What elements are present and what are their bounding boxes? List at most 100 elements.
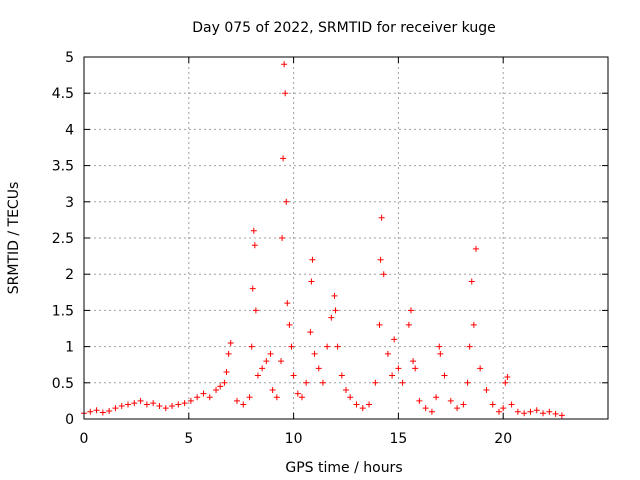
data-point: [118, 402, 125, 409]
data-point: [187, 397, 194, 404]
data-point: [137, 397, 144, 404]
data-point: [254, 372, 261, 379]
data-point: [319, 379, 326, 386]
data-point: [252, 307, 259, 314]
data-point: [309, 256, 316, 263]
y-tick-label: 1: [65, 340, 74, 356]
data-point: [294, 390, 301, 397]
data-point: [343, 387, 349, 394]
data-point: [280, 155, 287, 162]
data-point: [395, 365, 402, 372]
data-point: [546, 408, 553, 415]
data-point: [112, 405, 119, 412]
data-point: [508, 401, 515, 408]
data-point: [332, 307, 339, 314]
data-point: [428, 408, 435, 415]
data-point: [389, 372, 396, 379]
data-point: [436, 343, 443, 350]
data-point: [447, 397, 454, 404]
data-point: [143, 401, 150, 408]
data-point: [437, 350, 444, 357]
data-point: [466, 343, 473, 350]
data-point: [125, 401, 132, 408]
data-point: [217, 383, 224, 390]
data-point: [169, 402, 176, 409]
data-point: [194, 394, 201, 401]
data-point: [489, 401, 496, 408]
data-point: [284, 300, 291, 307]
data-point: [106, 408, 113, 415]
data-point: [359, 405, 366, 412]
data-point: [464, 379, 471, 386]
data-point: [331, 292, 338, 299]
data-point: [366, 401, 373, 408]
data-point: [378, 214, 385, 221]
data-point: [533, 407, 540, 414]
data-point: [483, 387, 490, 394]
data-point: [251, 242, 258, 249]
data-point: [298, 394, 305, 401]
data-point: [441, 372, 448, 379]
data-point: [246, 394, 253, 401]
data-point: [307, 329, 314, 336]
data-point: [422, 405, 429, 412]
y-tick-label: 5: [65, 50, 74, 66]
y-tick-label: 0.5: [52, 376, 74, 392]
data-point: [273, 394, 280, 401]
data-point: [338, 372, 345, 379]
data-point: [227, 339, 234, 346]
data-point: [552, 410, 559, 417]
data-point: [288, 343, 295, 350]
data-point: [286, 321, 293, 328]
data-point: [308, 278, 315, 285]
x-tick-label: 5: [184, 431, 193, 447]
data-point: [223, 368, 230, 375]
data-point: [391, 336, 398, 343]
data-point: [477, 365, 484, 372]
y-tick-label: 4: [65, 122, 74, 138]
data-point: [521, 410, 528, 417]
y-tick-label: 1.5: [52, 303, 74, 319]
data-point: [249, 285, 256, 292]
x-tick-label: 0: [80, 431, 89, 447]
data-point: [181, 400, 188, 407]
data-point: [496, 408, 503, 415]
data-point: [527, 408, 534, 415]
data-point: [407, 307, 414, 314]
data-point: [303, 379, 310, 386]
y-tick-label: 2.5: [52, 231, 74, 247]
x-tick-label: 20: [494, 431, 512, 447]
data-point: [278, 358, 285, 365]
data-point: [248, 343, 255, 350]
data-point: [324, 343, 331, 350]
data-point: [472, 245, 479, 252]
y-axis-label: SRMTID / TECUs: [6, 182, 22, 295]
y-tick-label: 3: [65, 195, 74, 211]
data-point: [267, 350, 274, 357]
data-point: [500, 405, 507, 412]
data-point: [410, 358, 417, 365]
data-point: [353, 401, 360, 408]
data-point: [380, 271, 387, 278]
data-point: [263, 358, 270, 365]
data-point: [240, 401, 247, 408]
y-tick-label: 0: [65, 412, 74, 428]
data-point: [468, 278, 475, 285]
data-point: [558, 412, 565, 419]
data-point: [283, 198, 290, 205]
x-tick-label: 15: [389, 431, 407, 447]
data-point: [259, 365, 266, 372]
data-point: [279, 235, 286, 241]
data-point: [347, 394, 354, 401]
data-point: [99, 409, 106, 416]
data-point: [514, 408, 521, 415]
data-point: [470, 321, 477, 328]
data-point: [150, 400, 157, 407]
data-point: [290, 372, 297, 379]
data-point: [93, 407, 100, 414]
data-point: [281, 61, 288, 68]
data-point: [433, 394, 440, 401]
axis-ticks: 0 0.5 1 1.5 2 2.5 3 3.5 4 4.5 5 0 5 10 15 20: [52, 50, 608, 447]
y-tick-label: 3.5: [52, 159, 74, 175]
chart-title: Day 075 of 2022, SRMTID for receiver kug…: [192, 20, 495, 36]
